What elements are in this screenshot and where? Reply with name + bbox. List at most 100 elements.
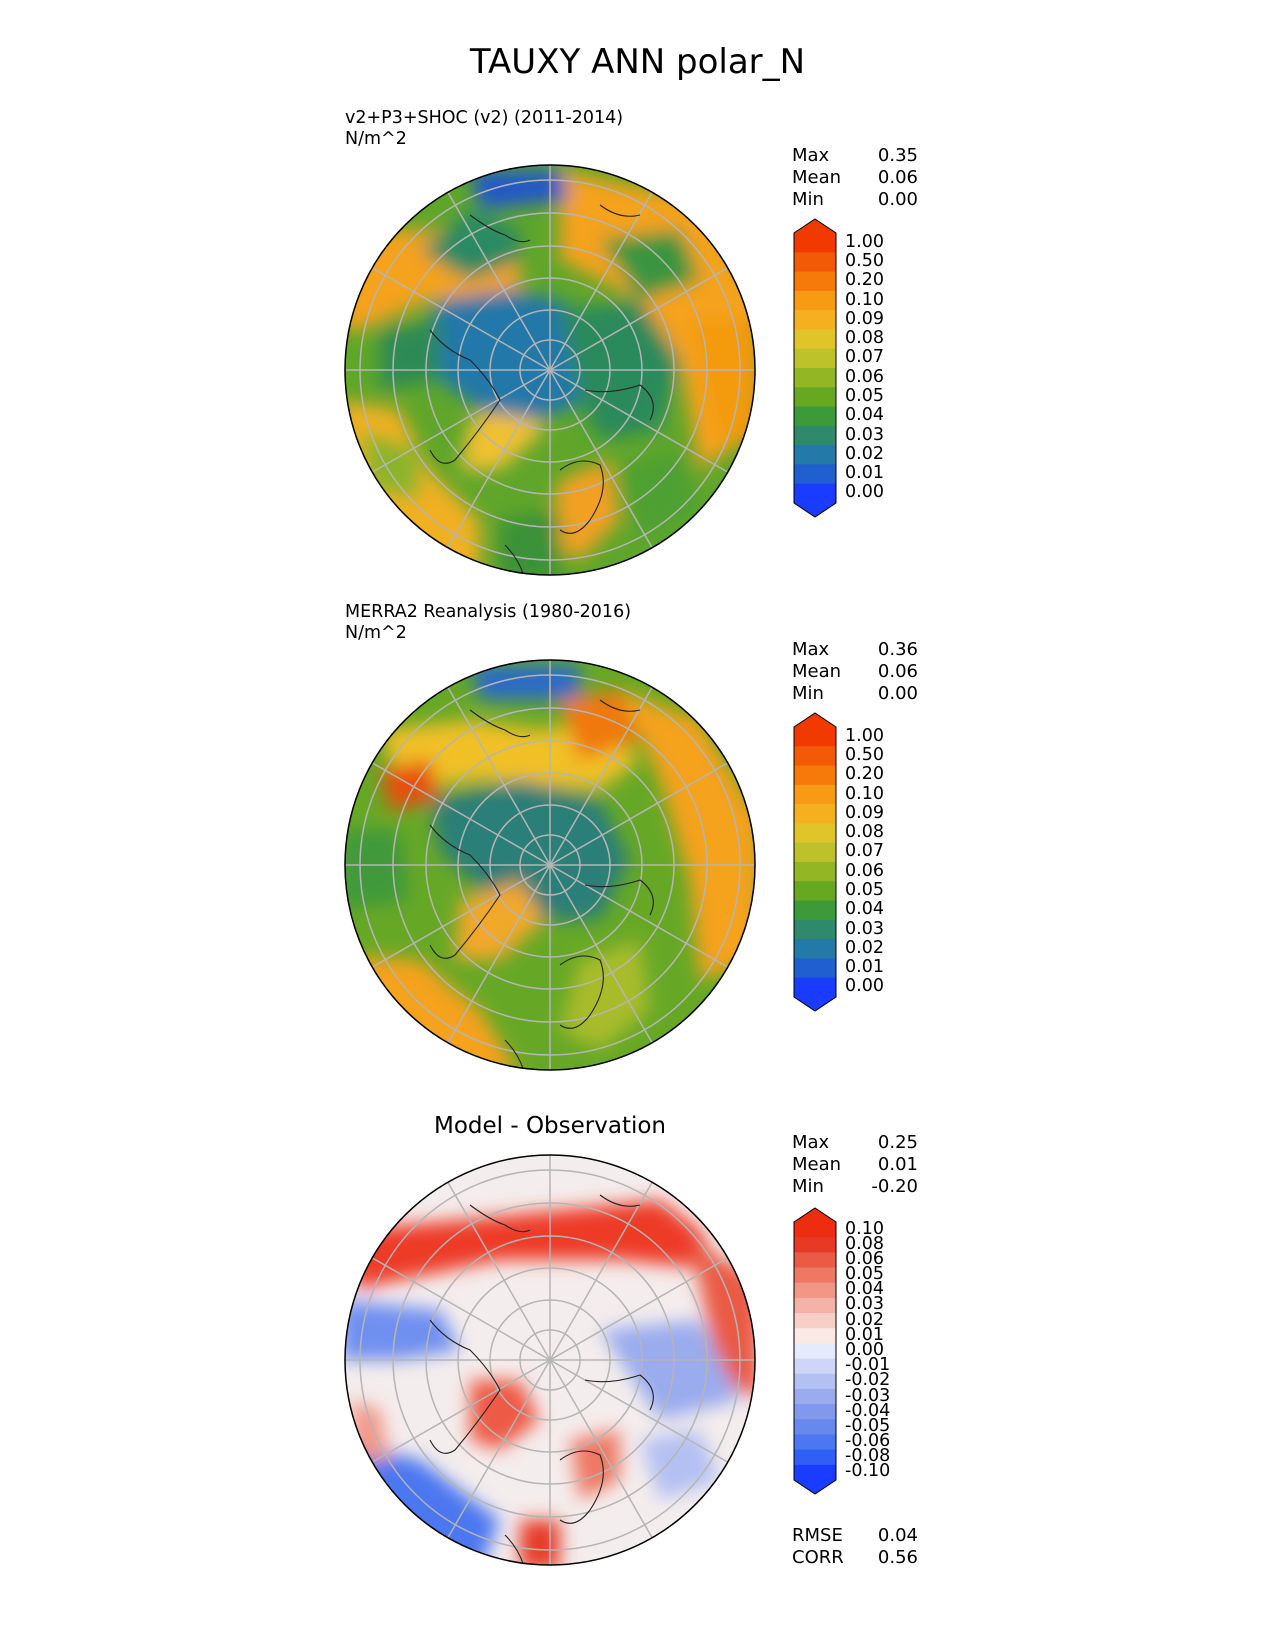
colorbar-segment — [794, 1297, 836, 1314]
panel1-map — [344, 164, 756, 576]
colorbar-tick-label: 0.03 — [845, 1294, 884, 1315]
colorbar-tick-label: 0.06 — [845, 860, 884, 881]
panel1-field — [345, 170, 755, 575]
colorbar-segment — [794, 1252, 836, 1269]
panel3-corr-value: 0.56 — [877, 1547, 918, 1568]
colorbar-tick-label: 0.09 — [845, 308, 884, 329]
colorbar-outline — [793, 1207, 837, 1495]
panel3-coastlines — [429, 1194, 654, 1565]
panel2-min-value: 0.00 — [877, 683, 918, 704]
colorbar-tick-label: 0.01 — [845, 463, 884, 484]
colorbar-extend-max — [794, 713, 836, 727]
panel1-min-value: 0.00 — [877, 189, 918, 210]
colorbar-tick-label: 0.05 — [845, 879, 884, 900]
colorbar-tick-label: -0.02 — [845, 1370, 891, 1391]
colorbar-tick-label: 0.05 — [845, 1264, 884, 1285]
colorbar-segment — [794, 727, 836, 747]
colorbar-tick-label: 0.08 — [845, 822, 884, 843]
panel2-mean-label: Mean — [792, 661, 842, 682]
panel3-min-label: Min — [792, 1176, 824, 1197]
colorbar-segment — [794, 252, 836, 273]
colorbar-segment — [794, 1343, 836, 1360]
colorbar-tick-label: -0.01 — [845, 1355, 891, 1376]
panel3-mean-value: 0.01 — [877, 1154, 918, 1175]
panel2-min-label: Min — [792, 683, 824, 704]
colorbar-extend-max — [794, 1208, 836, 1222]
colorbar-tick-label: 1.00 — [845, 231, 884, 252]
colorbar-segment — [794, 1388, 836, 1405]
colorbar-tick-label: -0.06 — [845, 1431, 891, 1452]
panel2-units: N/m^2 — [345, 623, 407, 643]
colorbar-segment — [794, 310, 836, 330]
colorbar-segment — [794, 348, 836, 369]
colorbar-extend-min — [794, 997, 836, 1011]
panel2-graticule — [345, 660, 755, 1070]
colorbar-segment — [794, 842, 836, 863]
colorbar-segment — [794, 1222, 836, 1238]
colorbar-tick-label: 0.02 — [845, 937, 884, 958]
colorbar-segment — [794, 1267, 836, 1284]
colorbar-segment — [794, 329, 836, 350]
panel1-units: N/m^2 — [345, 129, 407, 149]
colorbar-segment — [794, 746, 836, 767]
colorbar-tick-label: 0.00 — [845, 976, 884, 997]
panel3-map-border — [344, 1154, 756, 1566]
colorbar-tick-label: 0.50 — [845, 250, 884, 271]
colorbar-segment — [794, 483, 836, 504]
colorbar-tick-label: -0.03 — [845, 1385, 891, 1406]
colorbar-tick-label: 0.03 — [845, 424, 884, 445]
colorbar-tick-label: 1.00 — [845, 725, 884, 746]
colorbar-segment — [794, 1404, 836, 1420]
colorbar-extend-min — [794, 1480, 836, 1494]
colorbar-tick-label: -0.10 — [845, 1461, 891, 1482]
colorbar-segment — [794, 368, 836, 388]
colorbar-segment — [794, 1373, 836, 1390]
colorbar-segment — [794, 1328, 836, 1344]
colorbar-segment — [794, 406, 836, 427]
colorbar-segment — [794, 939, 836, 959]
panel1-max-value: 0.35 — [877, 145, 918, 166]
colorbar-tick-label: 0.07 — [845, 841, 884, 862]
colorbar-segment — [794, 1237, 836, 1253]
panel1-colorbar — [793, 218, 837, 518]
panel3-corr-label: CORR — [792, 1547, 844, 1568]
panel2-mean-value: 0.06 — [877, 661, 918, 682]
panel3-rmse-value: 0.04 — [877, 1525, 918, 1546]
panel3-max-label: Max — [792, 1132, 830, 1153]
panel3-rmse-label: RMSE — [792, 1525, 843, 1546]
panel2-field — [345, 665, 755, 1070]
panel3-max-value: 0.25 — [877, 1132, 918, 1153]
colorbar-tick-label: -0.08 — [845, 1446, 891, 1467]
colorbar-segment — [794, 425, 836, 446]
panel3-map — [344, 1154, 756, 1566]
panel2-map-border — [344, 659, 756, 1071]
panel2-max-value: 0.36 — [877, 639, 918, 660]
colorbar-segment — [794, 1434, 836, 1451]
colorbar-tick-label: 0.02 — [845, 443, 884, 464]
colorbar-tick-label: 0.05 — [845, 385, 884, 406]
colorbar-segment — [794, 1358, 836, 1375]
colorbar-segment — [794, 977, 836, 998]
colorbar-tick-label: 0.02 — [845, 1309, 884, 1330]
colorbar-segment — [794, 900, 836, 921]
figure-title: TAUXY ANN polar_N — [469, 42, 806, 82]
colorbar-tick-label: 0.01 — [845, 957, 884, 978]
colorbar-tick-label: 0.06 — [845, 366, 884, 387]
colorbar-tick-label: 0.20 — [845, 764, 884, 785]
colorbar-tick-label: 0.03 — [845, 918, 884, 939]
colorbar-tick-label: 0.00 — [845, 482, 884, 503]
colorbar-segment — [794, 233, 836, 253]
panel1-graticule — [345, 165, 755, 575]
colorbar-segment — [794, 387, 836, 408]
panel3-min-value: -0.20 — [871, 1176, 918, 1197]
panel3-colorbar — [793, 1207, 837, 1495]
colorbar-tick-label: 0.04 — [845, 1279, 884, 1300]
panel3-title: Model - Observation — [433, 1113, 667, 1139]
colorbar-segment — [794, 1313, 836, 1329]
colorbar-tick-label: 0.06 — [845, 1248, 884, 1269]
panel1-min-label: Min — [792, 189, 824, 210]
colorbar-segment — [794, 445, 836, 465]
colorbar-tick-label: 0.10 — [845, 1218, 884, 1239]
colorbar-tick-label: 0.10 — [845, 783, 884, 804]
colorbar-tick-label: -0.05 — [845, 1415, 891, 1436]
